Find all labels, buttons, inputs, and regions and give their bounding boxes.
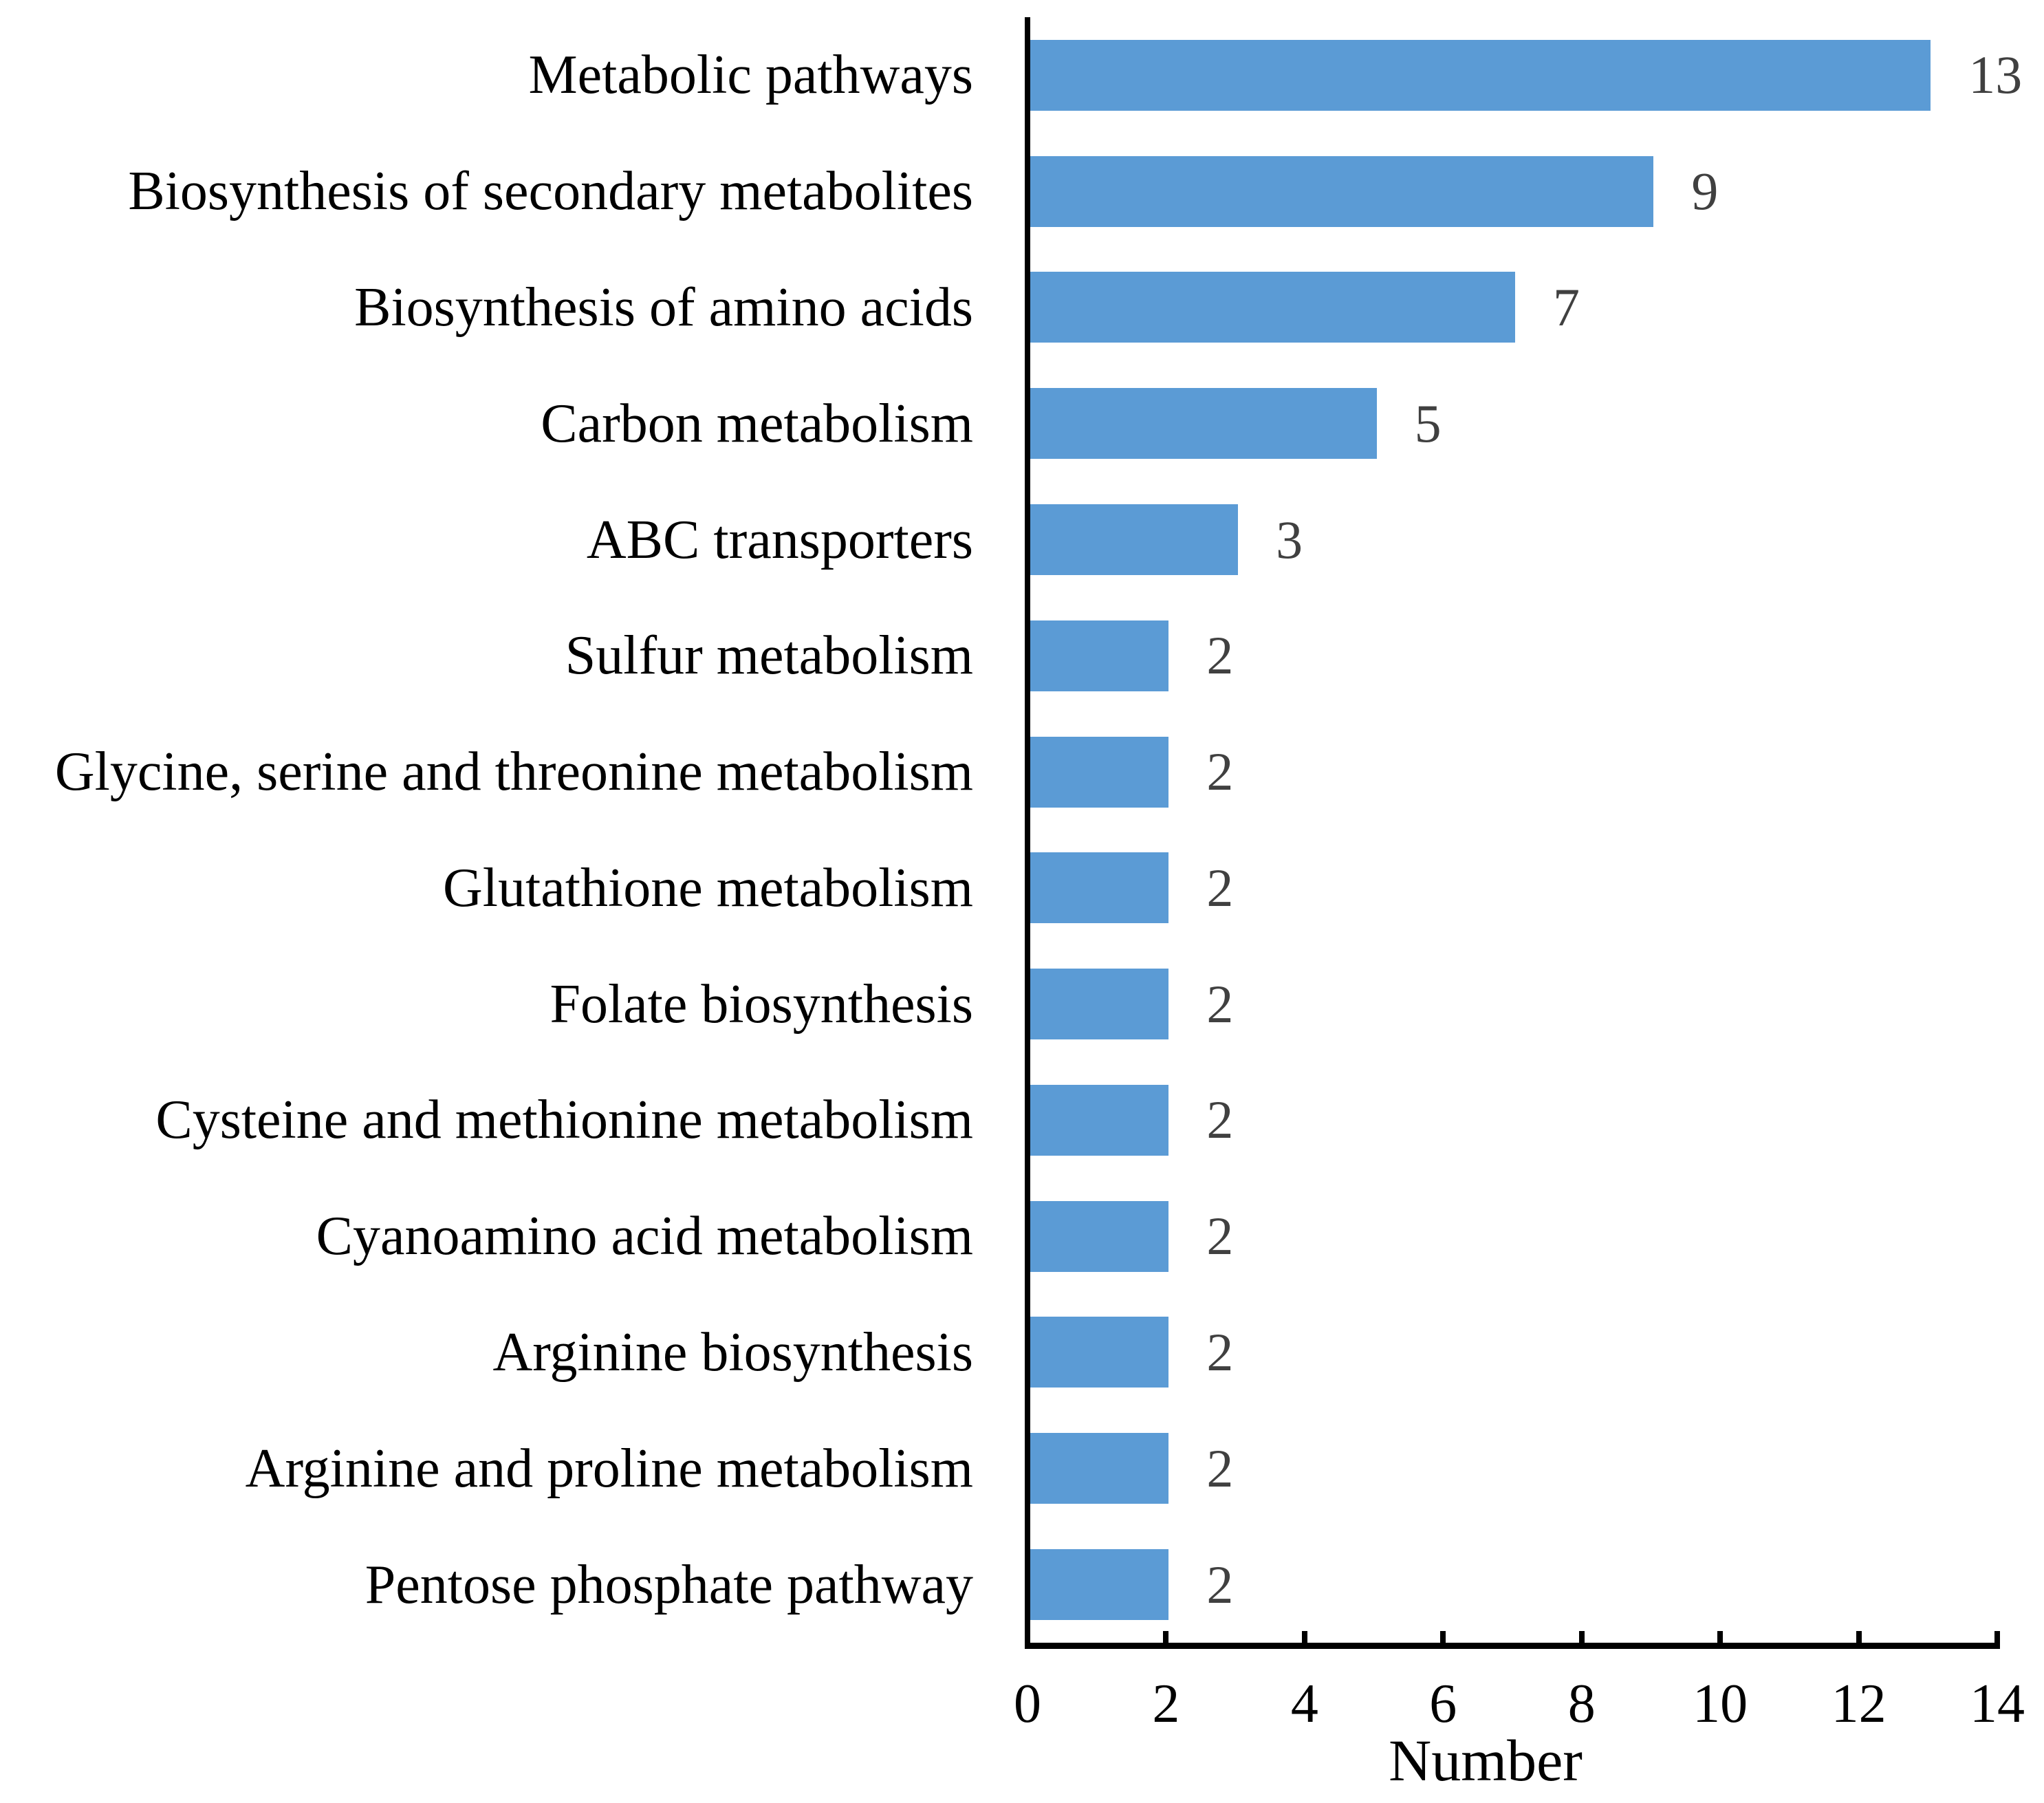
category-label: Biosynthesis of secondary metabolites xyxy=(128,161,973,222)
bar-row: 2 xyxy=(1030,946,2000,1062)
category-label: Pentose phosphate pathway xyxy=(365,1554,973,1615)
bar-row: 2 xyxy=(1030,714,2000,830)
bar xyxy=(1030,504,1239,576)
x-axis-tick-label: 4 xyxy=(1290,1674,1318,1734)
bar xyxy=(1030,736,1169,808)
bar xyxy=(1030,388,1377,460)
bar-row: 2 xyxy=(1030,830,2000,946)
value-label: 2 xyxy=(1206,1206,1234,1266)
bar-row: 2 xyxy=(1030,1410,2000,1526)
value-label: 2 xyxy=(1206,1554,1234,1615)
bar-row: 2 xyxy=(1030,1062,2000,1178)
bar xyxy=(1030,272,1515,343)
category-label: Sulfur metabolism xyxy=(565,625,973,687)
bar xyxy=(1030,620,1169,691)
bar-row: 2 xyxy=(1030,598,2000,714)
category-label: Metabolic pathways xyxy=(528,45,973,106)
bar-row: 2 xyxy=(1030,1526,2000,1643)
bar xyxy=(1030,155,1654,227)
plot-area: 13 9 7 5 3 2 2 2 2 2 2 2 2 2 xyxy=(1025,17,2022,1649)
category-label: Glutathione metabolism xyxy=(443,857,973,918)
bar xyxy=(1030,1549,1169,1621)
bar-row: 7 xyxy=(1030,250,2000,366)
x-axis-tick-labels: 0 2 4 6 8 10 12 14 xyxy=(0,1673,2044,1735)
value-label: 2 xyxy=(1206,742,1234,802)
x-axis-title: Number xyxy=(1389,1727,1583,1793)
category-label: Biosynthesis of amino acids xyxy=(354,277,973,338)
value-label: 13 xyxy=(1968,45,2023,105)
category-label: Glycine, serine and threonine metabolism xyxy=(54,742,973,803)
bar xyxy=(1030,1433,1169,1504)
bar xyxy=(1030,1200,1169,1272)
value-label: 2 xyxy=(1206,857,1234,918)
value-label: 2 xyxy=(1206,625,1234,686)
bar-row: 2 xyxy=(1030,1295,2000,1411)
category-label: Arginine biosynthesis xyxy=(492,1321,973,1383)
value-label: 2 xyxy=(1206,973,1234,1034)
category-label: Cysteine and methionine metabolism xyxy=(155,1090,973,1151)
x-axis-tick-label: 0 xyxy=(1014,1674,1041,1734)
bar-row: 2 xyxy=(1030,1178,2000,1295)
category-label: Carbon metabolism xyxy=(541,393,973,454)
x-axis-tick-label: 10 xyxy=(1693,1674,1748,1734)
bar xyxy=(1030,852,1169,924)
category-label: Cyanoamino acid metabolism xyxy=(316,1206,973,1267)
bar xyxy=(1030,39,1931,111)
x-axis-tick-label: 2 xyxy=(1152,1674,1180,1734)
value-label: 7 xyxy=(1553,277,1580,337)
x-axis-tick-label: 6 xyxy=(1429,1674,1457,1734)
bar-row: 3 xyxy=(1030,482,2000,598)
category-label: Arginine and proline metabolism xyxy=(245,1438,973,1499)
x-axis-tick xyxy=(1025,1631,1030,1643)
bar-row: 9 xyxy=(1030,133,2000,250)
bar-row: 5 xyxy=(1030,365,2000,482)
value-label: 9 xyxy=(1691,161,1719,222)
bars-layer: 13 9 7 5 3 2 2 2 2 2 2 2 2 2 xyxy=(1030,17,2022,1643)
x-axis-tick-label: 8 xyxy=(1567,1674,1596,1734)
bar-row: 13 xyxy=(1030,17,2022,133)
value-label: 2 xyxy=(1206,1090,1234,1150)
category-label: ABC transporters xyxy=(586,509,973,570)
bar xyxy=(1030,1317,1169,1388)
y-axis-category-labels: Metabolic pathways Biosynthesis of second… xyxy=(0,17,973,1643)
bar xyxy=(1030,969,1169,1040)
value-label: 5 xyxy=(1414,393,1442,453)
bar xyxy=(1030,1084,1169,1156)
category-label: Folate biosynthesis xyxy=(550,973,973,1035)
value-label: 2 xyxy=(1206,1321,1234,1382)
value-label: 2 xyxy=(1206,1438,1234,1498)
x-axis-tick-label: 12 xyxy=(1831,1674,1887,1734)
x-axis-tick-label: 14 xyxy=(1970,1674,2025,1734)
value-label: 3 xyxy=(1276,509,1303,570)
